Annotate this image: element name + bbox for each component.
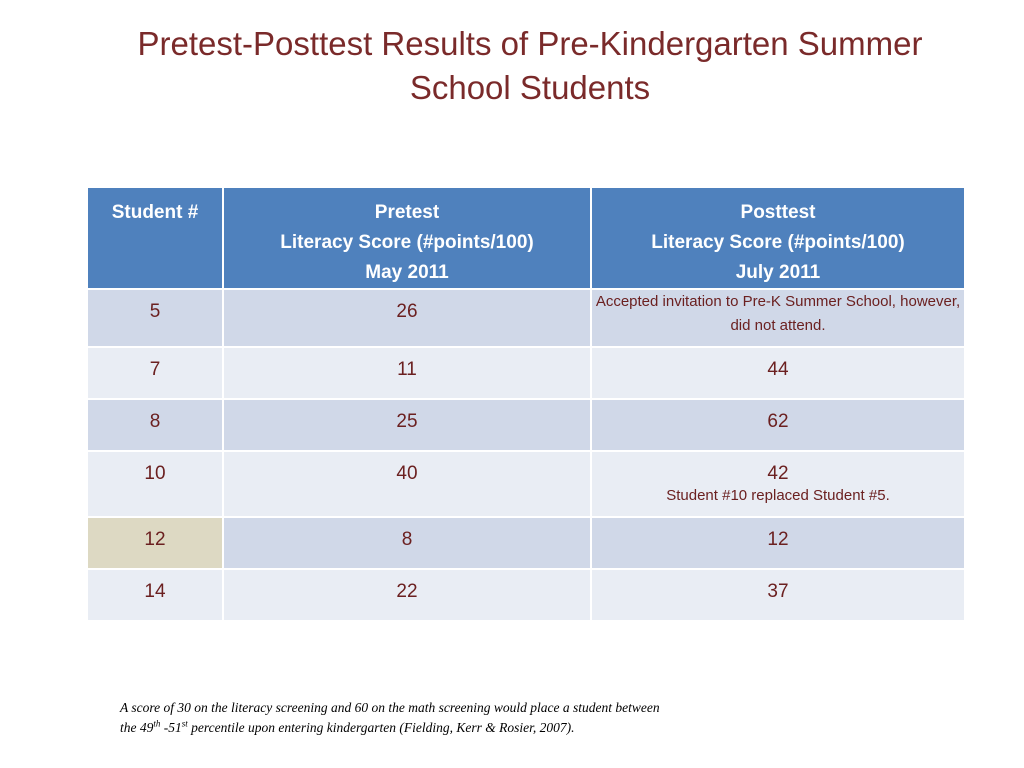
table-row: 8 25 62	[86, 398, 966, 452]
cell-posttest: 44	[590, 346, 966, 400]
cell-pretest: 40	[222, 450, 592, 518]
slide-title-line-1: Pretest-Posttest Results of Pre-Kinderga…	[137, 25, 923, 62]
cell-pretest: 25	[222, 398, 592, 452]
results-table: Student # Pretest Literacy Score (#point…	[86, 186, 966, 622]
footnote: A score of 30 on the literacy screening …	[120, 698, 820, 738]
cell-posttest: 12	[590, 516, 966, 570]
header-student: Student #	[86, 186, 224, 290]
slide-title: Pretest-Posttest Results of Pre-Kinderga…	[60, 22, 1000, 110]
table-row: 12 8 12	[86, 516, 966, 570]
table-row: 7 11 44	[86, 346, 966, 400]
cell-student: 12	[86, 516, 224, 570]
table-row: 14 22 37	[86, 568, 966, 622]
cell-student: 14	[86, 568, 224, 622]
cell-pretest: 22	[222, 568, 592, 622]
cell-posttest: 37	[590, 568, 966, 622]
cell-pretest: 8	[222, 516, 592, 570]
header-pretest: Pretest Literacy Score (#points/100) May…	[222, 186, 592, 290]
cell-student: 8	[86, 398, 224, 452]
cell-student: 10	[86, 450, 224, 518]
cell-posttest-note: Accepted invitation to Pre-K Summer Scho…	[590, 288, 966, 348]
table-row: 10 40 42 Student #10 replaced Student #5…	[86, 450, 966, 518]
cell-student: 5	[86, 288, 224, 348]
slide-title-line-2: School Students	[409, 69, 651, 106]
replacement-note: Student #10 replaced Student #5.	[666, 487, 890, 504]
table-row: 5 26 Accepted invitation to Pre-K Summer…	[86, 288, 966, 348]
cell-posttest: 62	[590, 398, 966, 452]
footnote-line-1: A score of 30 on the literacy screening …	[120, 700, 660, 715]
table-header-row: Student # Pretest Literacy Score (#point…	[86, 186, 966, 290]
header-posttest: Posttest Literacy Score (#points/100) Ju…	[590, 186, 966, 290]
cell-posttest: 42 Student #10 replaced Student #5.	[590, 450, 966, 518]
cell-pretest: 11	[222, 346, 592, 400]
footnote-line-2: the 49th -51st percentile upon entering …	[120, 718, 575, 735]
cell-student: 7	[86, 346, 224, 400]
cell-pretest: 26	[222, 288, 592, 348]
